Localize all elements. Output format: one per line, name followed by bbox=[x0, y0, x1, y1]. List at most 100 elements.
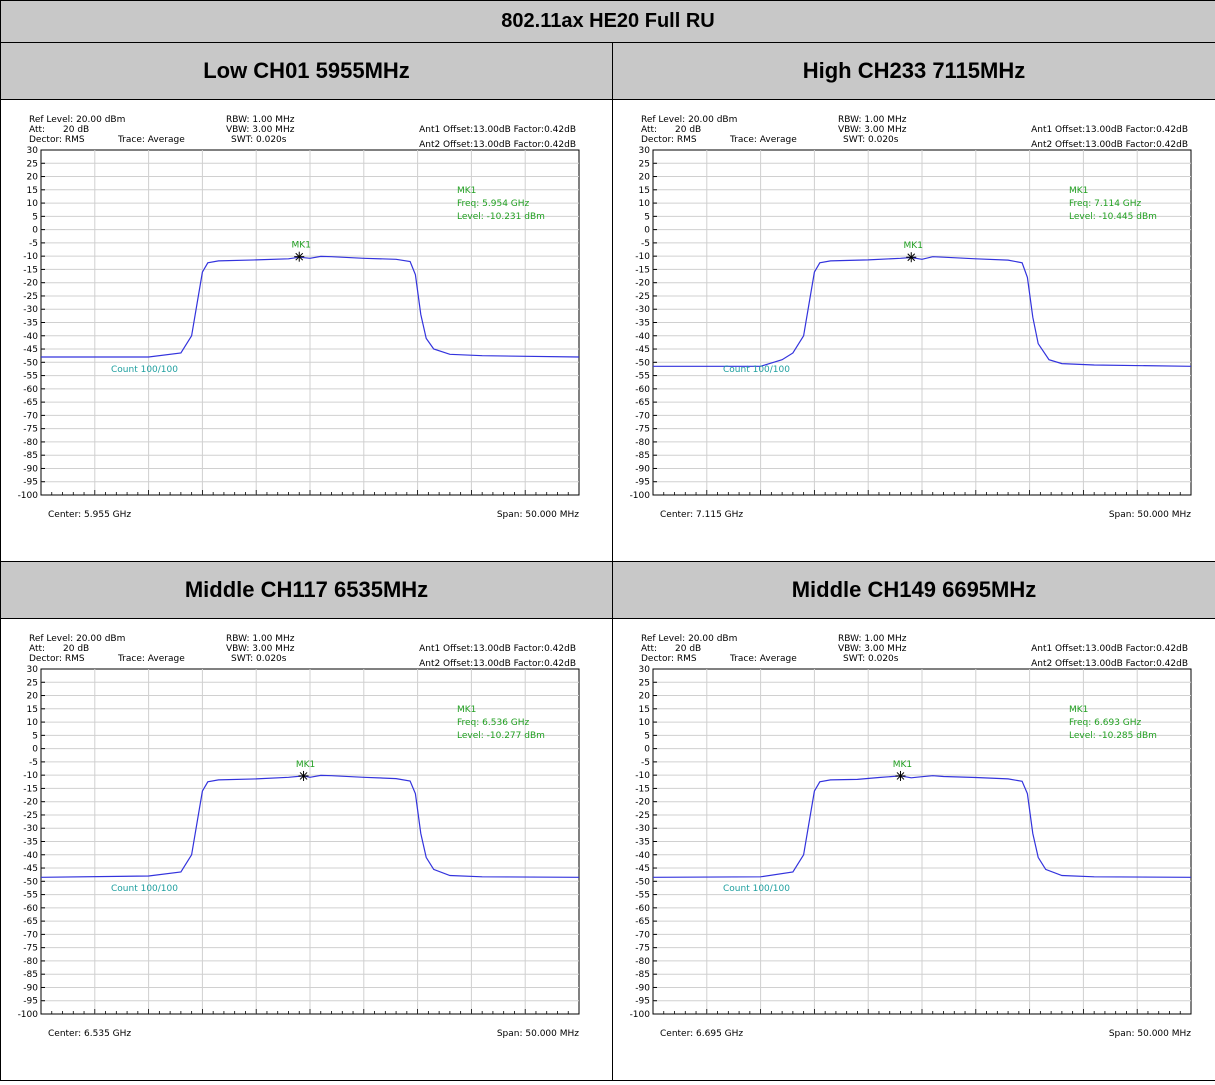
center-frequency-label: Center: 5.955 GHz bbox=[48, 510, 131, 520]
y-tick-label: -55 bbox=[23, 372, 38, 382]
y-tick-label: -65 bbox=[635, 917, 650, 927]
y-tick-label: -55 bbox=[635, 372, 650, 382]
y-tick-label: -70 bbox=[23, 411, 38, 421]
y-tick-label: 5 bbox=[32, 212, 38, 222]
rbw-label: RBW: 1.00 MHz bbox=[838, 634, 907, 644]
rbw-label: RBW: 1.00 MHz bbox=[226, 634, 295, 644]
y-tick-label: 30 bbox=[639, 146, 651, 156]
att-value: 20 dB bbox=[675, 644, 701, 654]
y-tick-label: -5 bbox=[29, 758, 38, 768]
marker-info-freq: Freq: 5.954 GHz bbox=[457, 199, 530, 209]
y-tick-label: 25 bbox=[639, 159, 650, 169]
center-frequency-label: Center: 7.115 GHz bbox=[660, 510, 743, 520]
plot-heading-middle-149: Middle CH149 6695MHz bbox=[611, 561, 1215, 619]
plot-heading-middle-117: Middle CH117 6535MHz bbox=[0, 561, 613, 619]
y-tick-label: 20 bbox=[639, 692, 651, 702]
y-tick-label: 10 bbox=[27, 718, 39, 728]
y-tick-label: 30 bbox=[27, 665, 39, 675]
count-label: Count 100/100 bbox=[111, 884, 178, 894]
att-label: Att: bbox=[641, 125, 657, 135]
span-label: Span: 50.000 MHz bbox=[1109, 1029, 1191, 1039]
y-tick-label: -25 bbox=[23, 292, 38, 302]
y-tick-label: -100 bbox=[18, 491, 39, 501]
y-tick-label: 20 bbox=[639, 173, 651, 183]
y-tick-label: -90 bbox=[635, 464, 650, 474]
y-tick-label: -55 bbox=[23, 891, 38, 901]
att-value: 20 dB bbox=[675, 125, 701, 135]
plot-heading-high: High CH233 7115MHz bbox=[611, 42, 1215, 100]
plot-cell-low: Ref Level: 20.00 dBm Att: 20 dB Dector: RMS… bbox=[0, 99, 613, 562]
y-tick-label: 30 bbox=[27, 146, 39, 156]
y-tick-label: -75 bbox=[23, 425, 38, 435]
y-tick-label: -50 bbox=[23, 877, 38, 887]
ref-level-label: Ref Level: 20.00 dBm bbox=[641, 115, 737, 125]
marker-asterisk bbox=[294, 251, 305, 262]
plot-cell-middle-117: Ref Level: 20.00 dBm Att: 20 dB Dector: RMS… bbox=[0, 618, 613, 1081]
y-tick-label: -70 bbox=[635, 930, 650, 940]
ant2-offset-label: Ant2 Offset:13.00dB Factor:0.42dB bbox=[419, 140, 576, 150]
marker-info-freq: Freq: 6.693 GHz bbox=[1069, 718, 1142, 728]
spectrum-trace bbox=[652, 775, 1192, 878]
marker-asterisk bbox=[895, 770, 906, 781]
y-tick-label: -85 bbox=[23, 970, 38, 980]
ant2-offset-label: Ant2 Offset:13.00dB Factor:0.42dB bbox=[419, 659, 576, 669]
y-tick-label: -60 bbox=[635, 904, 650, 914]
detector-label: Dector: RMS bbox=[29, 135, 85, 145]
marker-point-label: MK1 bbox=[904, 241, 923, 251]
y-tick-label: 5 bbox=[644, 731, 650, 741]
y-tick-label: -85 bbox=[635, 970, 650, 980]
y-tick-label: -30 bbox=[635, 305, 650, 315]
swt-label: SWT: 0.020s bbox=[843, 654, 899, 664]
y-tick-label: -10 bbox=[635, 252, 650, 262]
span-label: Span: 50.000 MHz bbox=[1109, 510, 1191, 520]
y-tick-label: -55 bbox=[635, 891, 650, 901]
y-tick-label: 15 bbox=[639, 705, 650, 715]
y-tick-label: -35 bbox=[23, 319, 38, 329]
y-tick-label: -80 bbox=[635, 438, 650, 448]
y-tick-label: -75 bbox=[23, 944, 38, 954]
ref-level-label: Ref Level: 20.00 dBm bbox=[641, 634, 737, 644]
y-tick-label: -90 bbox=[635, 983, 650, 993]
ant1-offset-label: Ant1 Offset:13.00dB Factor:0.42dB bbox=[1031, 125, 1188, 135]
marker-info-level: Level: -10.277 dBm bbox=[457, 731, 545, 741]
y-tick-label: -85 bbox=[23, 451, 38, 461]
marker-point-label: MK1 bbox=[296, 760, 315, 770]
span-label: Span: 50.000 MHz bbox=[497, 510, 579, 520]
vbw-label: VBW: 3.00 MHz bbox=[838, 644, 907, 654]
y-tick-label: -90 bbox=[23, 464, 38, 474]
att-label: Att: bbox=[29, 644, 45, 654]
y-tick-label: 20 bbox=[27, 173, 39, 183]
swt-label: SWT: 0.020s bbox=[231, 135, 287, 145]
y-tick-label: -45 bbox=[23, 345, 38, 355]
y-tick-label: -65 bbox=[635, 398, 650, 408]
y-tick-label: 0 bbox=[32, 745, 38, 755]
y-tick-label: -5 bbox=[641, 758, 650, 768]
count-label: Count 100/100 bbox=[723, 365, 790, 375]
ant1-offset-label: Ant1 Offset:13.00dB Factor:0.42dB bbox=[419, 125, 576, 135]
trace-label: Trace: Average bbox=[729, 654, 797, 664]
y-tick-label: -90 bbox=[23, 983, 38, 993]
y-tick-label: 0 bbox=[644, 745, 650, 755]
y-tick-label: -80 bbox=[23, 438, 38, 448]
y-tick-label: -85 bbox=[635, 451, 650, 461]
y-tick-label: -75 bbox=[635, 944, 650, 954]
y-tick-label: -100 bbox=[630, 1010, 651, 1020]
y-tick-label: 25 bbox=[639, 678, 650, 688]
y-tick-label: -65 bbox=[23, 917, 38, 927]
y-tick-label: -50 bbox=[635, 358, 650, 368]
marker-info-level: Level: -10.231 dBm bbox=[457, 212, 545, 222]
y-tick-label: 0 bbox=[644, 226, 650, 236]
y-tick-label: -20 bbox=[23, 798, 38, 808]
y-tick-label: -25 bbox=[635, 292, 650, 302]
spectrum-trace bbox=[653, 256, 1192, 367]
spectrum-trace bbox=[40, 774, 580, 878]
y-tick-label: -100 bbox=[18, 1010, 39, 1020]
plot-heading-low: Low CH01 5955MHz bbox=[0, 42, 613, 100]
att-label: Att: bbox=[29, 125, 45, 135]
y-tick-label: -50 bbox=[635, 877, 650, 887]
y-tick-label: 30 bbox=[639, 665, 651, 675]
y-tick-label: -20 bbox=[635, 798, 650, 808]
